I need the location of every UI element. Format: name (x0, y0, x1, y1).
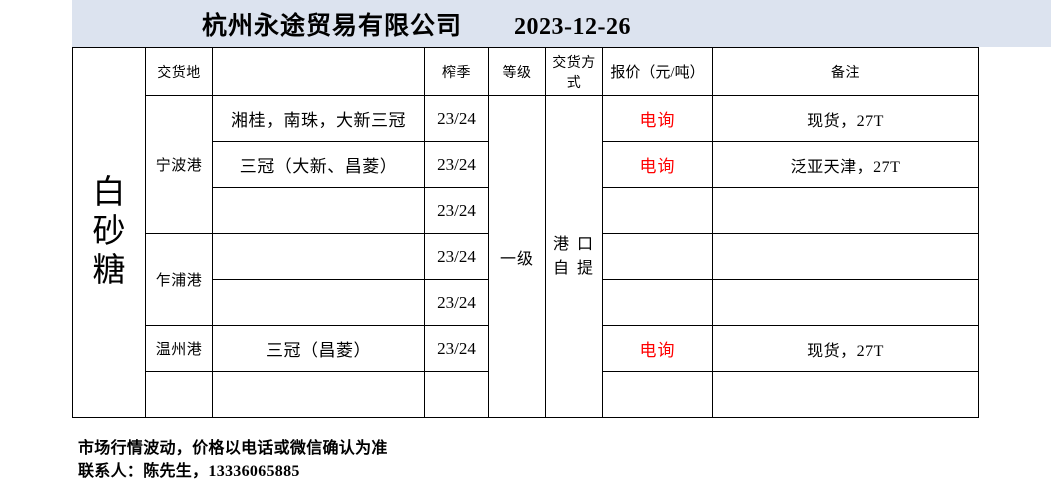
column-header-season: 榨季 (424, 47, 489, 96)
cell-place (145, 371, 213, 418)
table-header-row: 白 砂 糖 交货地 榨季 等级 交货方式 报价（元/吨） 备注 (72, 47, 979, 418)
cell-product-name: 白 砂 糖 (72, 47, 146, 418)
cell-season: 23/24 (424, 187, 489, 234)
cell-brand (212, 279, 425, 326)
title-inner: 杭州永途贸易有限公司 2023-12-26 (202, 6, 631, 42)
cell-remark: 泛亚天津，27T (712, 141, 979, 188)
footer-notes: 市场行情波动，价格以电话或微信确认为准 联系人：陈先生，13336065885 (78, 438, 978, 483)
table-row: 三冠（大新、昌菱） 23/24 电询 泛亚天津，27T (73, 141, 979, 188)
table-row (73, 371, 979, 418)
cell-remark: 现货，27T (712, 95, 979, 142)
footer-market-note: 市场行情波动，价格以电话或微信确认为准 (78, 440, 388, 457)
column-header-brand (212, 47, 425, 96)
column-header-method: 交货方式 (545, 47, 603, 96)
product-char-3: 糖 (92, 252, 126, 289)
cell-season: 23/24 (424, 141, 489, 188)
table-row: 23/24 (73, 187, 979, 234)
cell-brand (212, 187, 425, 234)
cell-brand (212, 371, 425, 418)
footer-contact: 联系人：陈先生，13336065885 (78, 462, 300, 480)
cell-price: 电询 (602, 141, 713, 188)
table-row: 温州港 三冠（昌菱） 23/24 电询 现货，27T (73, 325, 979, 372)
company-title: 杭州永途贸易有限公司 (202, 12, 463, 40)
cell-remark (712, 279, 979, 326)
column-header-remark: 备注 (712, 47, 979, 96)
cell-price: 电询 (602, 95, 713, 142)
product-label-vertical: 白 砂 糖 (74, 174, 145, 291)
cell-season (424, 371, 489, 418)
cell-remark (712, 233, 979, 280)
cell-place-zhapu: 乍浦港 (145, 233, 213, 326)
cell-place-ningbo: 宁波港 (145, 95, 213, 234)
cell-price (602, 371, 713, 418)
cell-season: 23/24 (424, 233, 489, 280)
cell-season: 23/24 (424, 325, 489, 372)
cell-remark: 现货，27T (712, 325, 979, 372)
cell-season: 23/24 (424, 95, 489, 142)
cell-brand: 湘桂，南珠，大新三冠 (212, 95, 425, 142)
cell-brand (212, 233, 425, 280)
price-quote-table: 白 砂 糖 交货地 榨季 等级 交货方式 报价（元/吨） 备注 宁波港 湘桂，南… (72, 47, 979, 418)
cell-price: 电询 (602, 325, 713, 372)
delivery-method-line-2: 自 提 (552, 259, 595, 277)
product-char-1: 白 (92, 175, 126, 212)
quote-date: 2023-12-26 (514, 13, 631, 40)
cell-price (602, 233, 713, 280)
column-header-price: 报价（元/吨） (602, 47, 713, 96)
product-char-2: 砂 (92, 214, 126, 251)
table-row: 宁波港 湘桂，南珠，大新三冠 23/24 一级 港 口 自 提 电询 现货，27… (73, 95, 979, 418)
cell-brand: 三冠（大新、昌菱） (212, 141, 425, 188)
cell-place-wenzhou: 温州港 (145, 325, 213, 372)
column-header-place: 交货地 (145, 47, 213, 96)
cell-grade: 一级 (488, 95, 546, 418)
cell-price (602, 279, 713, 326)
cell-remark (712, 371, 979, 418)
cell-brand: 三冠（昌菱） (212, 325, 425, 372)
delivery-method-line-1: 港 口 (552, 235, 595, 253)
column-header-grade: 等级 (488, 47, 546, 96)
title-band: 杭州永途贸易有限公司 2023-12-26 (72, 0, 1051, 47)
cell-price (602, 187, 713, 234)
cell-remark (712, 187, 979, 234)
cell-season: 23/24 (424, 279, 489, 326)
cell-delivery-method: 港 口 自 提 (545, 95, 603, 418)
